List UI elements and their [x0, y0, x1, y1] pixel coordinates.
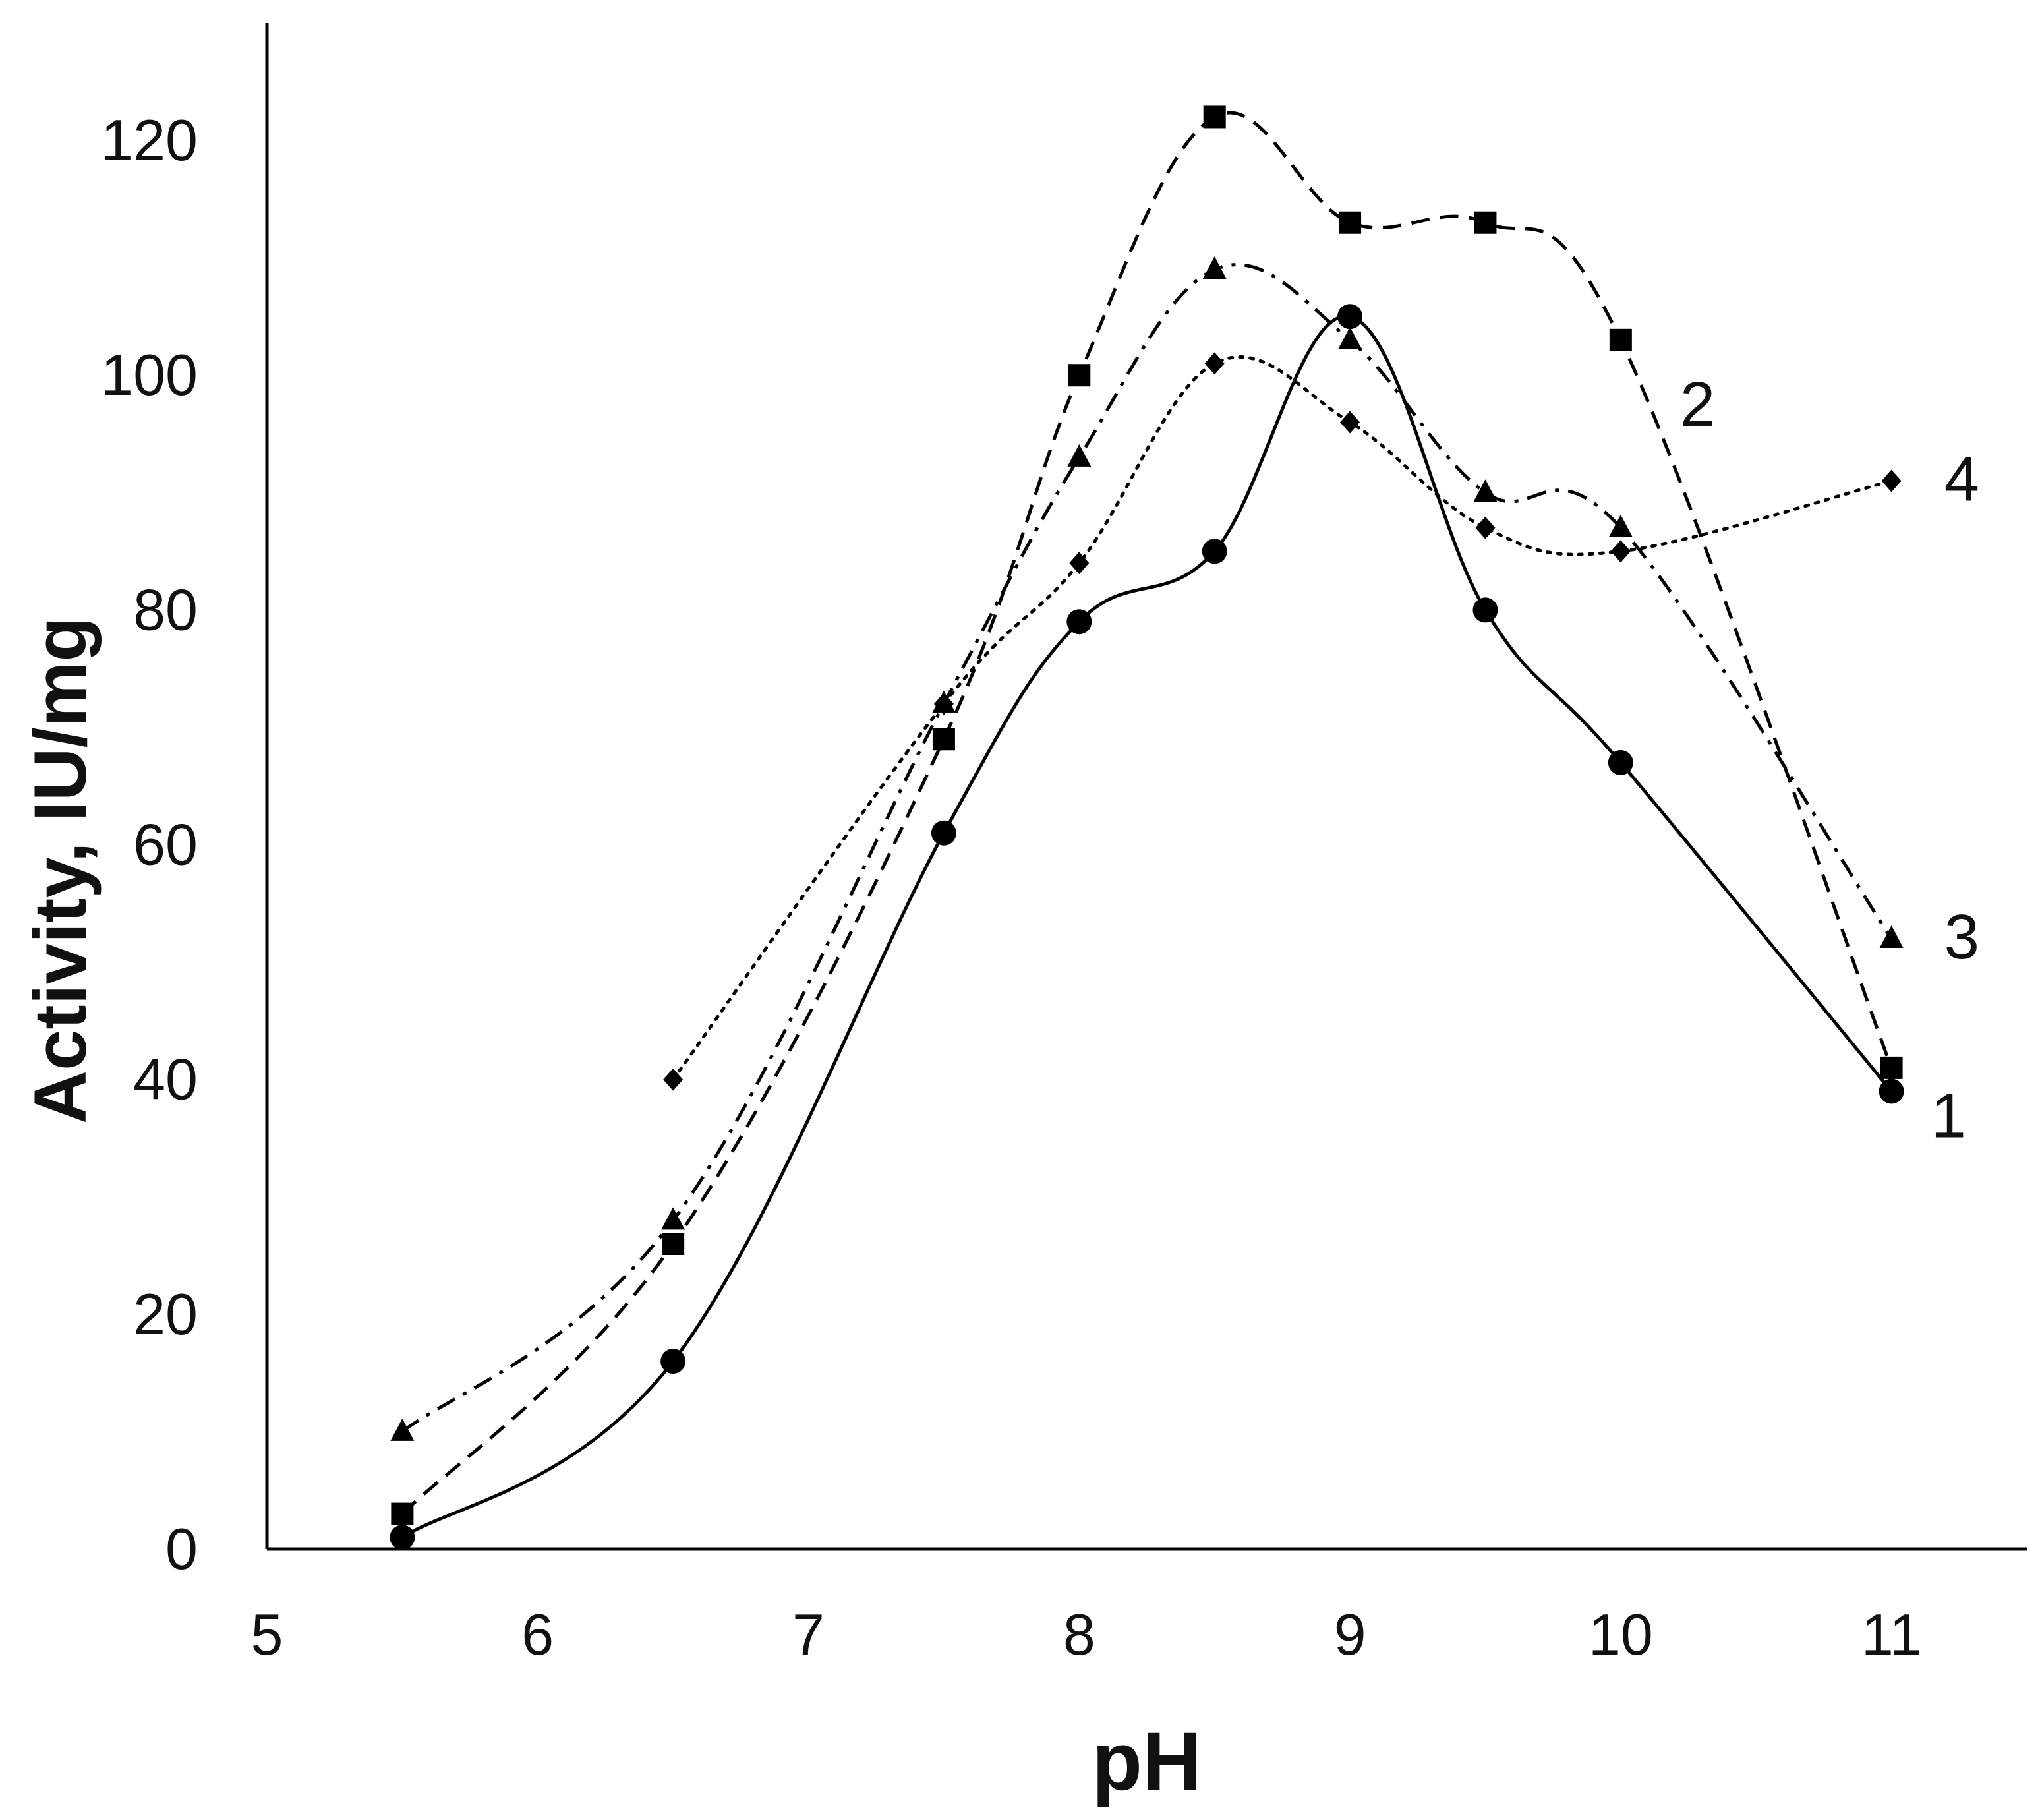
- y-tick-label: 120: [101, 107, 198, 173]
- x-tick-label: 8: [1063, 1602, 1095, 1667]
- y-tick-label: 100: [101, 342, 198, 407]
- y-tick-labels: 0 20 40 60 80 100 120: [101, 107, 198, 1581]
- series-1-point-0: [390, 1525, 415, 1550]
- series-2-point-4: [1203, 105, 1226, 129]
- series-4-point-4: [1340, 411, 1360, 434]
- x-tick-labels: 5 6 7 8 9 10 11: [251, 1602, 1922, 1667]
- series-2-point-5: [1339, 211, 1362, 234]
- series-4-line: [671, 355, 1894, 1082]
- series-labels: 1 2 3 4: [1680, 369, 1979, 1152]
- series-lines: [401, 111, 1894, 1539]
- series-2-point-6: [1474, 211, 1497, 234]
- series-1-point-8: [1879, 1078, 1904, 1104]
- y-tick-label: 60: [133, 812, 198, 877]
- series-3-point-1: [661, 1207, 685, 1230]
- series-3-point-4: [1202, 256, 1227, 279]
- series-2-point-2: [932, 728, 955, 751]
- series-1-point-6: [1472, 597, 1498, 623]
- series-1-point-1: [660, 1349, 686, 1374]
- series-1-point-7: [1608, 749, 1633, 775]
- series-2-point-7: [1609, 328, 1632, 351]
- x-tick-label: 10: [1588, 1602, 1653, 1667]
- series-3-point-0: [390, 1418, 415, 1441]
- series-2-point-8: [1880, 1056, 1903, 1079]
- series-markers: [390, 105, 1904, 1550]
- series-3-point-7: [1608, 514, 1633, 537]
- x-tick-label: 7: [792, 1602, 825, 1667]
- y-tick-label: 0: [165, 1516, 198, 1581]
- series-4-point-1: [933, 692, 954, 715]
- series-1-point-2: [931, 820, 956, 846]
- series-4-label: 4: [1944, 444, 1979, 515]
- series-4-point-7: [1881, 469, 1902, 492]
- series-2-point-1: [662, 1233, 685, 1255]
- series-1-point-3: [1066, 609, 1092, 635]
- series-3-point-5: [1338, 326, 1362, 349]
- series-3-point-8: [1879, 925, 1904, 948]
- series-2-point-0: [391, 1502, 414, 1525]
- series-3-label: 3: [1944, 902, 1979, 972]
- series-4-point-2: [1069, 552, 1090, 575]
- series-4-point-0: [663, 1068, 684, 1091]
- series-2-label: 2: [1680, 369, 1715, 440]
- y-tick-label: 40: [133, 1047, 198, 1112]
- plot-axes: [265, 23, 2027, 1551]
- series-4-point-3: [1204, 352, 1225, 375]
- x-tick-label: 6: [521, 1602, 554, 1667]
- series-3-point-3: [1067, 444, 1092, 467]
- y-axis-title: Activity, IU/mg: [19, 616, 102, 1124]
- series-3-point-6: [1473, 479, 1498, 502]
- series-4-point-6: [1610, 540, 1631, 563]
- series-1-label: 1: [1931, 1081, 1966, 1152]
- x-tick-label: 11: [1861, 1602, 1921, 1667]
- x-tick-label: 9: [1334, 1602, 1366, 1667]
- x-tick-label: 5: [251, 1602, 283, 1667]
- series-2-point-3: [1068, 364, 1091, 387]
- series-3-line: [401, 263, 1893, 1433]
- series-4-point-5: [1475, 516, 1496, 539]
- y-tick-label: 20: [133, 1281, 198, 1347]
- series-1-line: [401, 314, 1893, 1539]
- series-1-point-4: [1202, 539, 1227, 564]
- series-1-point-5: [1337, 304, 1363, 330]
- x-axis-title: pH: [1092, 1716, 1202, 1807]
- y-tick-label: 80: [133, 577, 198, 642]
- series-2-line: [401, 111, 1893, 1515]
